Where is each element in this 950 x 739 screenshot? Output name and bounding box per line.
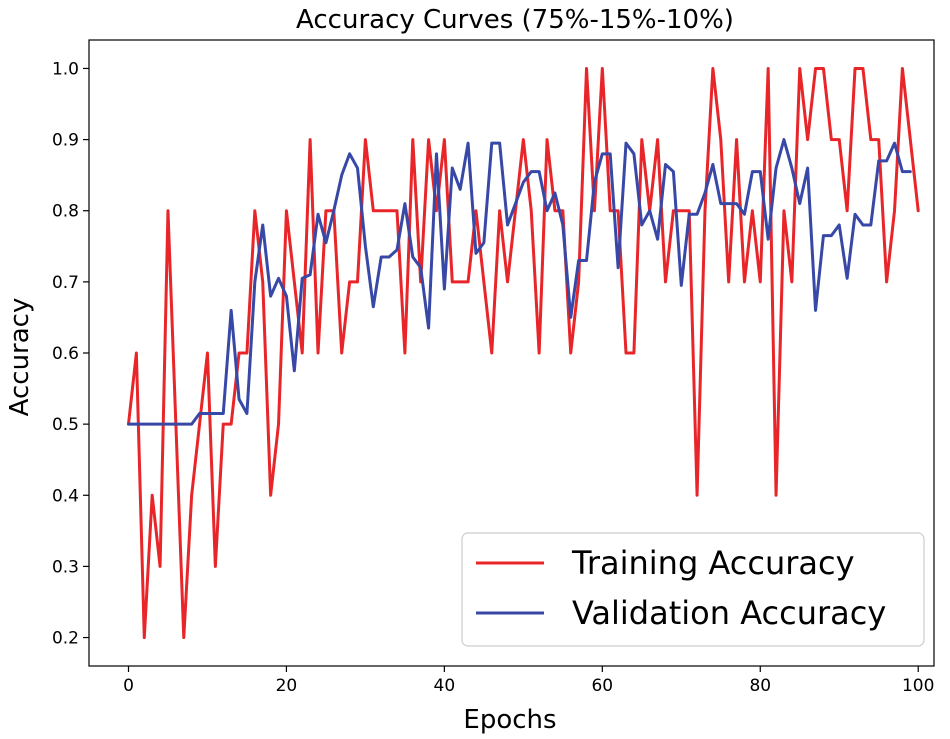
y-tick-label: 0.4 xyxy=(52,486,79,506)
x-tick-label: 80 xyxy=(749,676,771,696)
chart-title: Accuracy Curves (75%-15%-10%) xyxy=(296,5,734,35)
y-axis-title: Accuracy xyxy=(5,298,35,417)
legend: Training Accuracy Validation Accuracy xyxy=(461,532,925,647)
x-tick-label: 40 xyxy=(434,676,456,696)
series-line-training xyxy=(126,66,920,640)
series-line-validation xyxy=(126,138,912,426)
y-tick-label: 0.5 xyxy=(52,415,79,435)
y-tick-label: 0.6 xyxy=(52,344,79,364)
y-tick-label: 0.7 xyxy=(52,273,79,293)
y-tick-label: 0.2 xyxy=(52,629,79,649)
x-axis-title: Epochs xyxy=(463,705,556,735)
y-tick-label: 0.8 xyxy=(52,202,79,222)
x-tick-label: 0 xyxy=(123,676,134,696)
y-tick-label: 0.9 xyxy=(52,131,79,151)
y-tick-label: 1.0 xyxy=(52,59,79,79)
x-tick-label: 100 xyxy=(902,676,934,696)
y-tick-label: 0.3 xyxy=(52,557,79,577)
x-tick-label: 20 xyxy=(276,676,298,696)
x-axis: 0 20 40 60 80 100 xyxy=(123,666,934,696)
x-tick-label: 60 xyxy=(591,676,613,696)
legend-label-validation: Validation Accuracy xyxy=(572,594,886,632)
y-axis: 0.2 0.3 0.4 0.5 0.6 0.7 0.8 0.9 1.0 xyxy=(52,59,89,649)
legend-box xyxy=(461,532,925,647)
legend-label-training: Training Accuracy xyxy=(571,544,855,582)
series-layer xyxy=(126,66,920,640)
